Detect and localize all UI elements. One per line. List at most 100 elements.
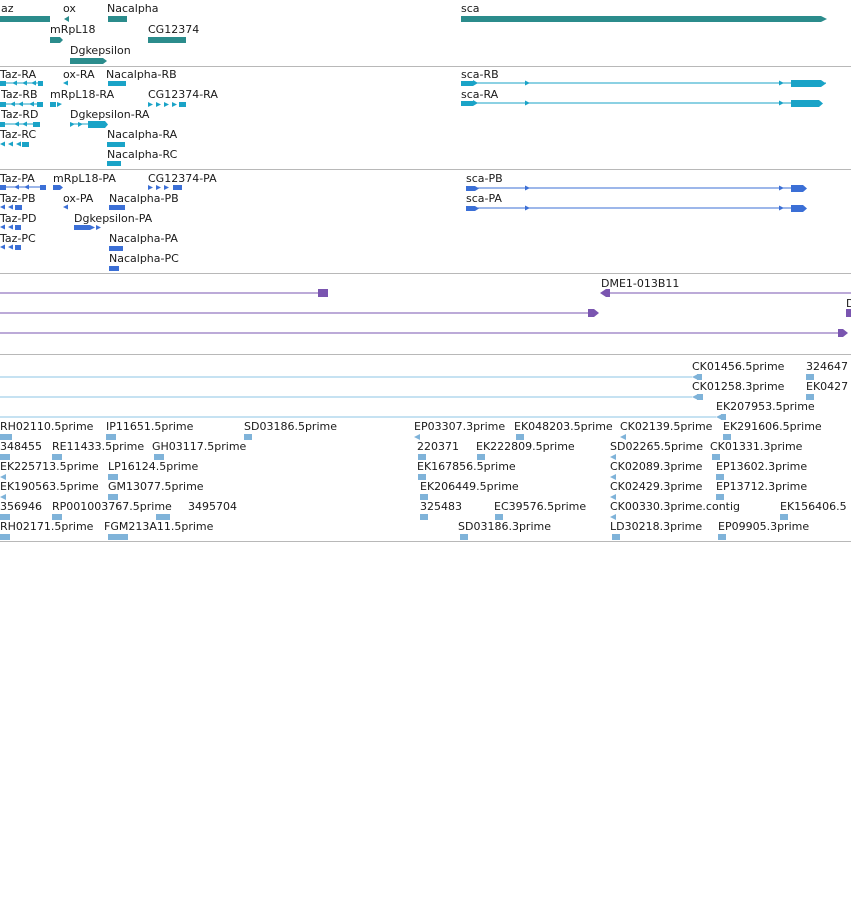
gene-label-az[interactable]: az xyxy=(1,2,14,15)
protein-label-taz-pa[interactable]: Taz-PA xyxy=(0,172,35,185)
est-label-ek167856[interactable]: EK167856.5prime xyxy=(417,460,516,473)
transcript-label-taz-rd[interactable]: Taz-RD xyxy=(1,108,39,121)
est-label-ek207953[interactable]: EK207953.5prime xyxy=(716,400,815,413)
est-label-ck01258[interactable]: CK01258.3prime xyxy=(692,380,785,393)
protein-label-cg12374-pa[interactable]: CG12374-PA xyxy=(148,172,217,185)
est-glyph-sd03186-3[interactable] xyxy=(460,534,468,540)
est-glyph-rp001003767[interactable] xyxy=(52,514,62,520)
transcript-label-nacalpha-rb[interactable]: Nacalpha-RB xyxy=(106,68,177,81)
protein-label-nacalpha-pc[interactable]: Nacalpha-PC xyxy=(109,252,179,265)
transcript-label-nacalpha-ra[interactable]: Nacalpha-RA xyxy=(107,128,178,141)
gene-glyph-dgkepsilon[interactable] xyxy=(70,58,107,64)
transcript-glyph-taz-ra[interactable] xyxy=(0,80,43,87)
protein-glyph-sca-pa[interactable] xyxy=(466,205,807,212)
est-label-ek225713[interactable]: EK225713.5prime xyxy=(0,460,99,473)
protein-label-nacalpha-pb[interactable]: Nacalpha-PB xyxy=(109,192,179,205)
est-label-rh02171[interactable]: RH02171.5prime xyxy=(0,520,94,533)
est-glyph-ld30218[interactable] xyxy=(612,534,620,540)
gene-label-mrpl18[interactable]: mRpL18 xyxy=(50,23,96,36)
transcript-label-ox-ra[interactable]: ox-RA xyxy=(63,68,95,81)
est-label-ld30218[interactable]: LD30218.3prime xyxy=(610,520,703,533)
est-glyph-ck01258[interactable] xyxy=(0,394,703,400)
protein-glyph-taz-pb[interactable] xyxy=(0,204,22,211)
est-label-ck01456[interactable]: CK01456.5prime xyxy=(692,360,785,373)
protein-label-nacalpha-pa[interactable]: Nacalpha-PA xyxy=(109,232,178,245)
transcript-glyph-cg12374-ra[interactable] xyxy=(148,102,186,107)
protein-label-taz-pc[interactable]: Taz-PC xyxy=(0,232,36,245)
protein-label-taz-pb[interactable]: Taz-PB xyxy=(0,192,36,205)
est-glyph-ek291606[interactable] xyxy=(723,434,731,440)
est-glyph-325483[interactable] xyxy=(420,514,428,520)
protein-label-taz-pd[interactable]: Taz-PD xyxy=(0,212,37,225)
transcript-glyph-nacalpha-rb[interactable] xyxy=(108,81,126,86)
clone-label-dme1-013b11[interactable]: DME1-013B11 xyxy=(601,277,680,290)
transcript-label-nacalpha-rc[interactable]: Nacalpha-RC xyxy=(107,148,178,161)
est-glyph-ck02139[interactable] xyxy=(620,434,626,440)
est-glyph-ek222809[interactable] xyxy=(477,454,485,460)
transcript-glyph-sca-ra[interactable] xyxy=(461,100,823,107)
est-glyph-ip11651[interactable] xyxy=(106,434,116,440)
est-label-ek206449[interactable]: EK206449.5prime xyxy=(420,480,519,493)
gene-glyph-mrpl18[interactable] xyxy=(50,37,63,43)
est-label-ck00330[interactable]: CK00330.3prime.contig xyxy=(610,500,741,513)
est-glyph-ep13602[interactable] xyxy=(716,474,724,480)
protein-glyph-taz-pa[interactable] xyxy=(0,184,46,191)
protein-label-dgkepsilon-pa[interactable]: Dgkepsilon-PA xyxy=(74,212,153,225)
est-glyph-ck01331[interactable] xyxy=(712,454,720,460)
transcript-label-taz-ra[interactable]: Taz-RA xyxy=(0,68,37,81)
est-label-3495704[interactable]: 3495704 xyxy=(188,500,237,513)
transcript-label-sca-ra[interactable]: sca-RA xyxy=(461,88,499,101)
est-glyph-ek048203[interactable] xyxy=(516,434,524,440)
est-label-ck02429[interactable]: CK02429.3prime xyxy=(610,480,703,493)
gene-glyph-taz[interactable] xyxy=(0,16,50,22)
est-glyph-gh03117[interactable] xyxy=(154,454,164,460)
est-glyph-ep13712[interactable] xyxy=(716,494,724,500)
est-glyph-ck02429[interactable] xyxy=(610,494,616,500)
transcript-glyph-sca-rb[interactable] xyxy=(461,80,826,87)
clone-glyph-d[interactable] xyxy=(846,309,851,317)
transcript-glyph-taz-rb[interactable] xyxy=(0,101,43,108)
protein-glyph-taz-pc[interactable] xyxy=(0,244,21,251)
gene-glyph-ox[interactable] xyxy=(64,16,69,22)
est-label-sd03186-3[interactable]: SD03186.3prime xyxy=(458,520,551,533)
est-label-rp001003767[interactable]: RP001003767.5prime xyxy=(52,500,172,513)
transcript-glyph-nacalpha-ra[interactable] xyxy=(107,142,125,147)
transcript-glyph-mrpl18-ra[interactable] xyxy=(50,102,62,107)
est-label-ep13602[interactable]: EP13602.3prime xyxy=(716,460,808,473)
est-label-ec39576[interactable]: EC39576.5prime xyxy=(494,500,587,513)
transcript-glyph-nacalpha-rc[interactable] xyxy=(107,161,121,166)
est-glyph-348455[interactable] xyxy=(0,454,10,460)
est-glyph-324647[interactable] xyxy=(806,374,814,380)
gene-label-dgkepsilon[interactable]: Dgkepsilon xyxy=(70,44,131,57)
est-glyph-lp16124[interactable] xyxy=(108,474,118,480)
est-label-ep09905[interactable]: EP09905.3prime xyxy=(718,520,810,533)
transcript-glyph-dgkepsilon-ra[interactable] xyxy=(70,121,108,128)
transcript-glyph-taz-rc[interactable] xyxy=(0,141,29,148)
est-glyph-ep09905[interactable] xyxy=(718,534,726,540)
est-glyph-ek207953[interactable] xyxy=(0,414,726,420)
est-label-gm13077[interactable]: GM13077.5prime xyxy=(108,480,204,493)
est-glyph-rh02110[interactable] xyxy=(0,434,12,440)
transcript-label-sca-rb[interactable]: sca-RB xyxy=(461,68,499,81)
est-glyph-ek0427[interactable] xyxy=(806,394,814,400)
est-glyph-ek156406[interactable] xyxy=(780,514,788,520)
protein-glyph-dgkepsilon-pa[interactable] xyxy=(74,225,101,230)
est-glyph-ek225713[interactable] xyxy=(0,474,6,480)
est-glyph-3495704[interactable] xyxy=(156,514,170,520)
gene-label-ox[interactable]: ox xyxy=(63,2,76,15)
est-glyph-re11433[interactable] xyxy=(52,454,62,460)
clone-label-d[interactable]: D xyxy=(846,297,851,310)
est-label-fgm213a11[interactable]: FGM213A11.5prime xyxy=(104,520,214,533)
protein-glyph-nacalpha-pb[interactable] xyxy=(109,205,125,210)
est-glyph-ck01456[interactable] xyxy=(0,374,702,380)
gene-glyph-sca[interactable] xyxy=(461,16,827,22)
protein-label-ox-pa[interactable]: ox-PA xyxy=(63,192,94,205)
gene-glyph-nacalpha[interactable] xyxy=(108,16,127,22)
protein-glyph-mrpl18-pa[interactable] xyxy=(53,185,63,190)
est-label-rh02110[interactable]: RH02110.5prime xyxy=(0,420,94,433)
est-label-ck02139[interactable]: CK02139.5prime xyxy=(620,420,713,433)
est-glyph-ep03307[interactable] xyxy=(414,434,420,440)
est-glyph-ek206449[interactable] xyxy=(420,494,428,500)
transcript-label-dgkepsilon-ra[interactable]: Dgkepsilon-RA xyxy=(70,108,150,121)
est-label-ek222809[interactable]: EK222809.5prime xyxy=(476,440,575,453)
